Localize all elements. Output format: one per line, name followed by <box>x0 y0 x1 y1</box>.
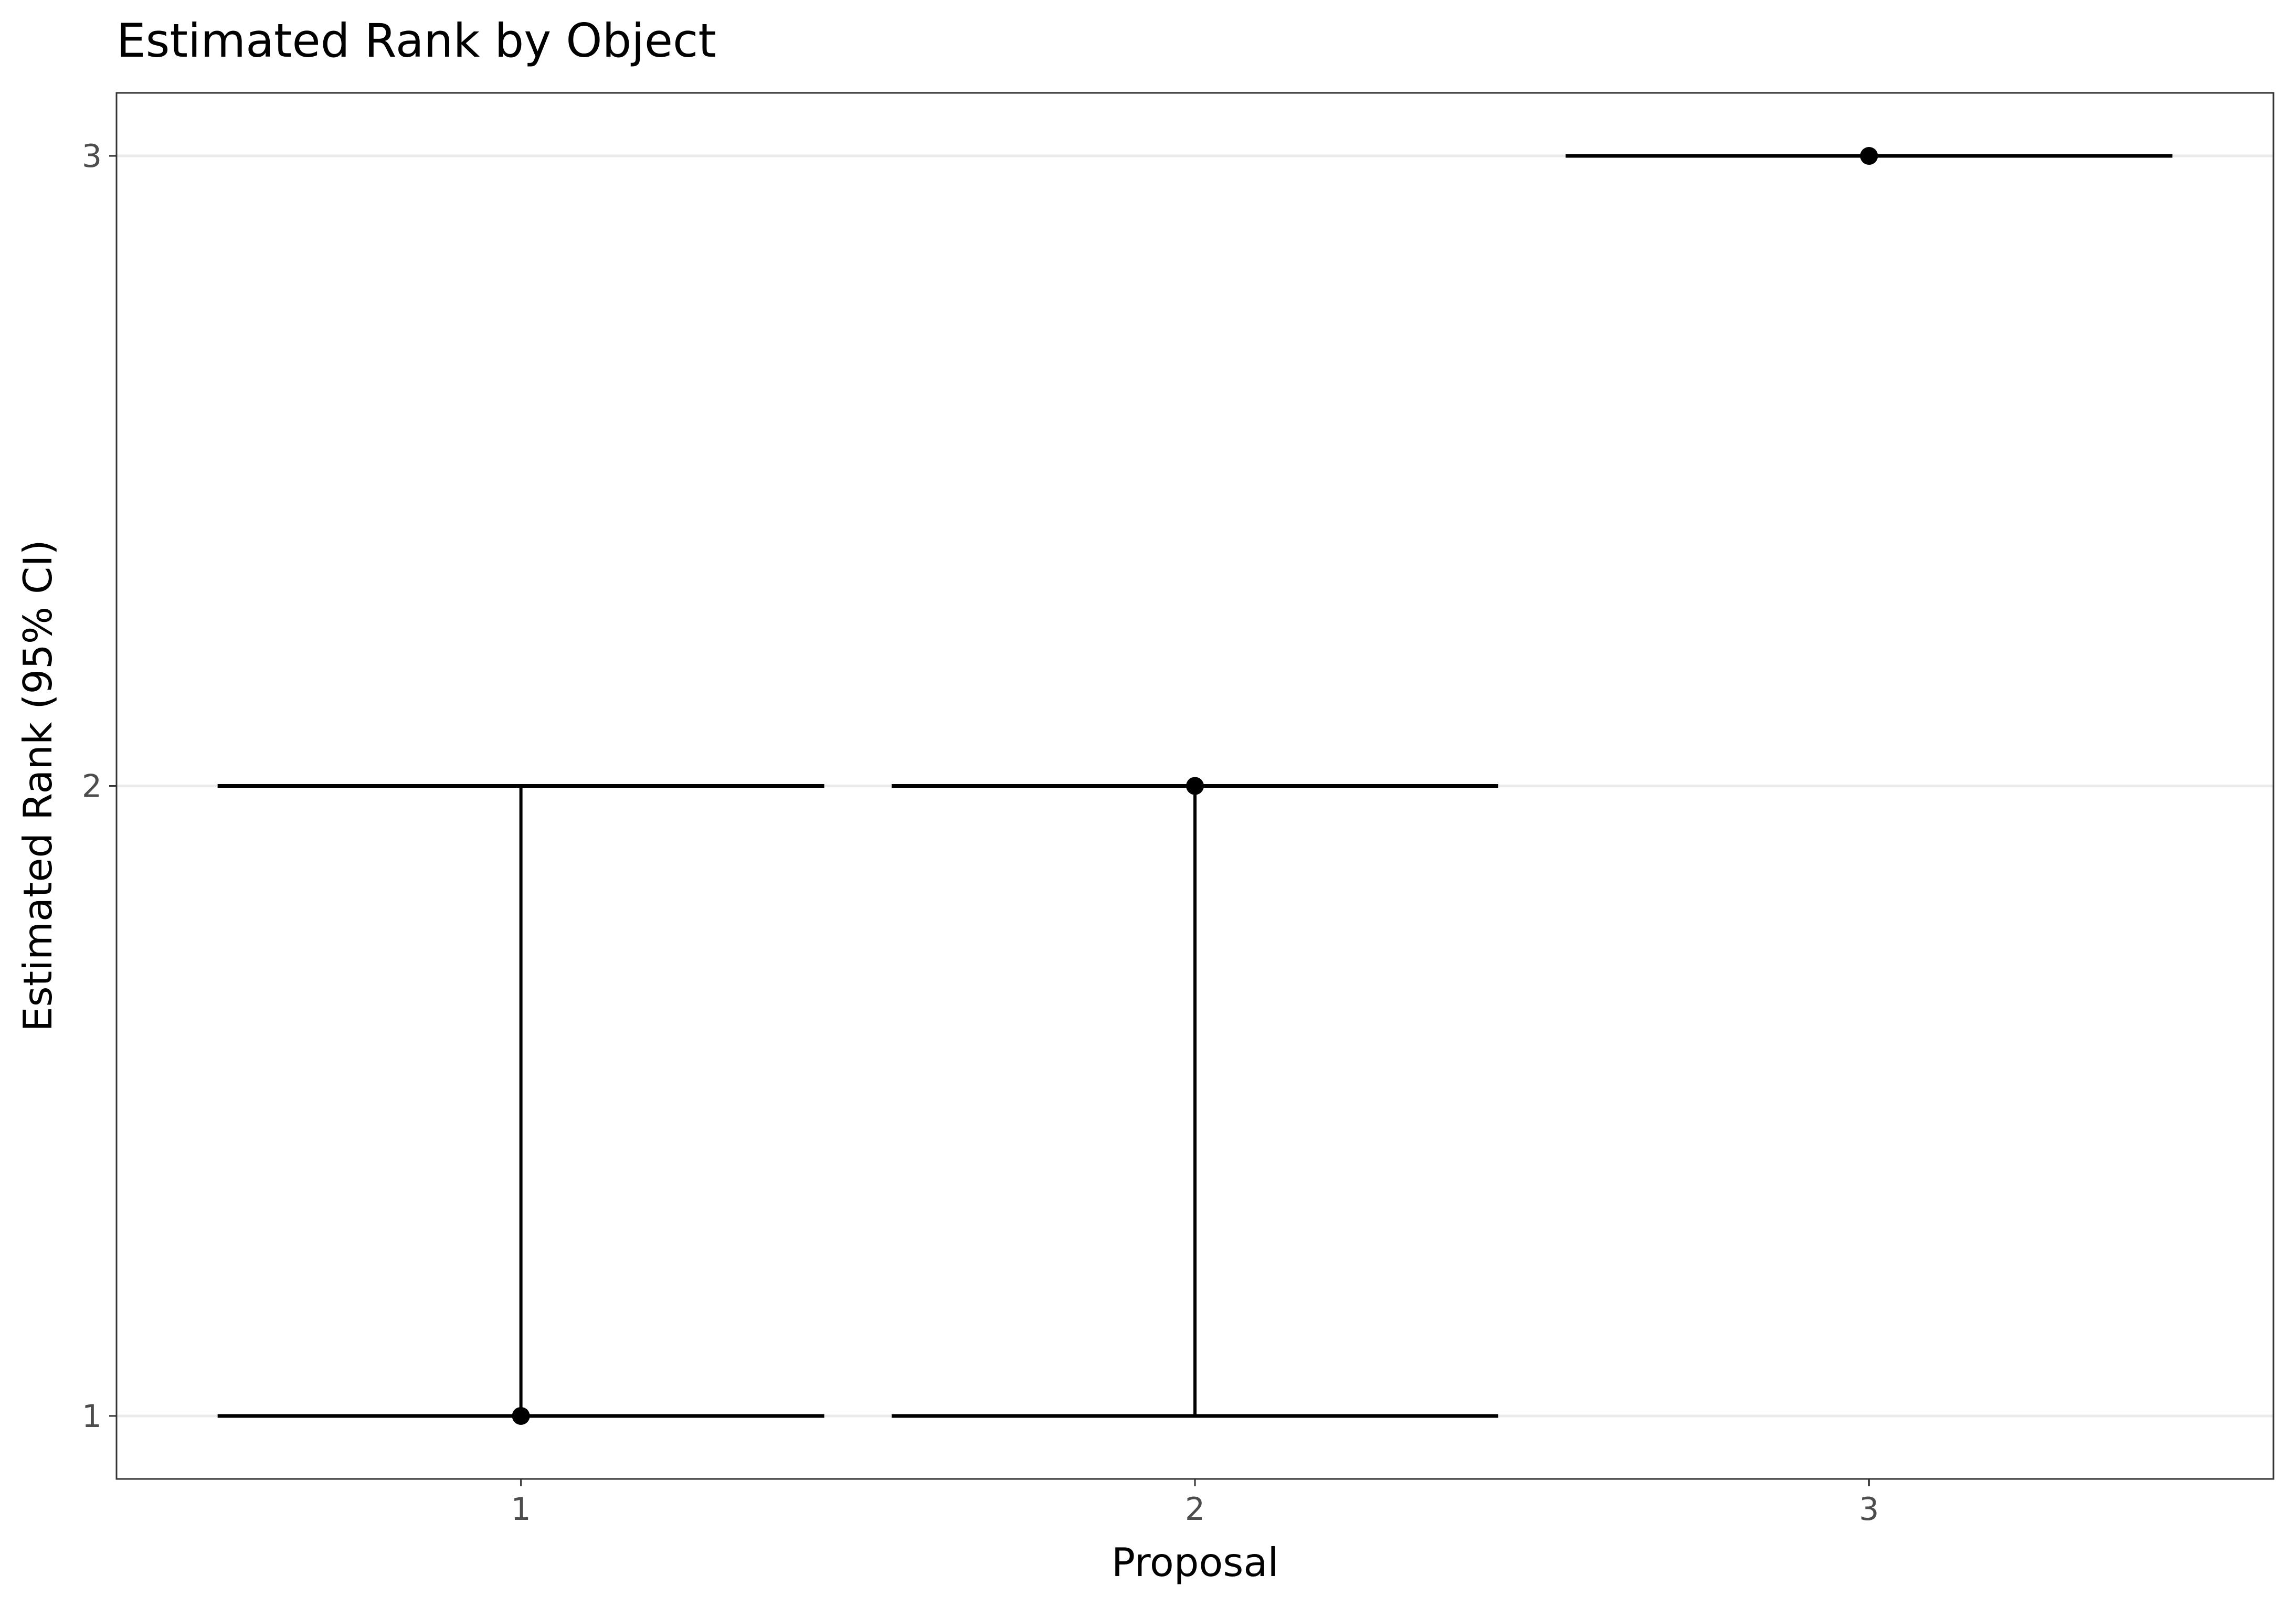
y-tick-label-1: 1 <box>82 1398 102 1435</box>
y-tick-label-3: 3 <box>82 138 102 175</box>
error-bars <box>217 147 2173 1425</box>
y-axis-title: Estimated Rank (95% CI) <box>15 540 61 1032</box>
axes: 1 2 3 1 2 3 <box>82 138 1879 1528</box>
x-tick-label-3: 3 <box>1859 1491 1879 1528</box>
chart-title: Estimated Rank by Object <box>117 14 716 68</box>
x-tick-label-2: 2 <box>1185 1491 1205 1528</box>
y-tick-label-2: 2 <box>82 768 102 805</box>
x-axis-title: Proposal <box>1112 1539 1278 1585</box>
point-estimate-2 <box>1186 777 1204 795</box>
x-tick-label-1: 1 <box>511 1491 531 1528</box>
point-estimate-3 <box>1860 147 1878 165</box>
point-estimate-1 <box>512 1407 530 1425</box>
